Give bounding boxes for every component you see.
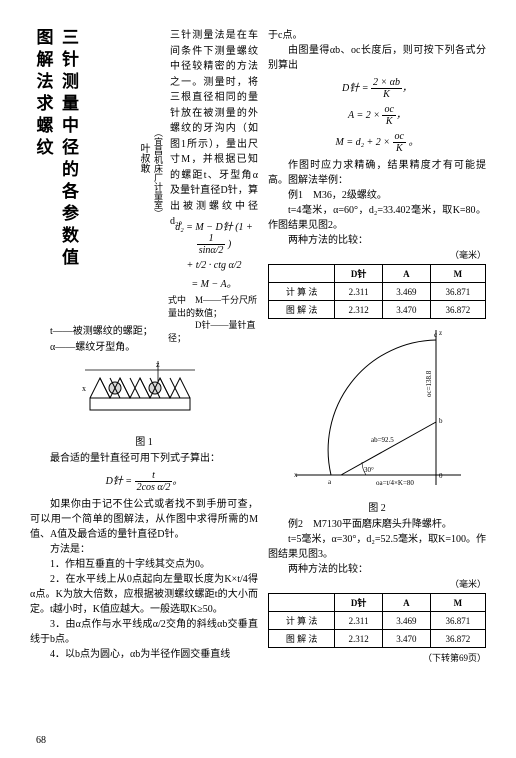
r-top: 于c点。: [268, 28, 486, 43]
fig2-caption: 图 2: [268, 499, 486, 514]
step2: 2．在水平线上从0点起向左量取长度为K×t/4得α点。K为放大倍数，应根据被测螺…: [30, 572, 258, 617]
r-comp: 两种方法的比较：: [268, 233, 486, 248]
svg-text:0: 0: [439, 472, 443, 480]
formula-d2: d₂ = M − D针 (1 + 1sinα/2 ): [168, 218, 260, 256]
svg-text:z: z: [439, 329, 442, 337]
page-number: 68: [36, 735, 46, 746]
intro-text: 三针测量法是在车间条件下测量螺纹中径较精密的方法之一。测量时，将三根直径相同的量…: [170, 28, 258, 230]
fig1-caption: 图 1: [30, 433, 258, 448]
best-pin: 最合适的量针直径可用下列式子算出：: [30, 451, 258, 466]
para-if: 如果你由于记不住公式或者找不到手册可查，可以用一个简单的图解法，从作图中求得所需…: [30, 497, 258, 542]
figure-2: c a 0 b ab=92.5 oc=138.8 30° oa=t/4×K=80…: [286, 325, 468, 493]
svg-text:oa=t/4×K=80: oa=t/4×K=80: [376, 479, 414, 487]
method-head: 方法是：: [30, 542, 258, 557]
unit1: （毫米）: [268, 248, 486, 261]
article-title-block: 图解法求螺纹 三针测量中径的各参数值: [30, 28, 81, 270]
label-t: t——被测螺纹的螺距；: [30, 324, 258, 340]
table-row: 图 解 法2.3123.47036.872: [269, 301, 486, 319]
r-ex2: 例2 M7130平面磨床磨头升降螺杆。: [268, 517, 486, 532]
rf-M: M = d₂ + 2 × οcK 。: [268, 131, 486, 154]
step4: 4．以b点为圆心，αb为半径作圆交垂直线: [30, 647, 258, 662]
svg-text:c: c: [434, 331, 437, 339]
svg-text:ab=92.5: ab=92.5: [371, 436, 394, 444]
table-row: 图 解 法2.3123.47036.872: [269, 630, 486, 648]
step3: 3．由α点作与水平线成α/2交角的斜线αb交垂直线于b点。: [30, 617, 258, 647]
author: 叶叔敢: [136, 143, 151, 173]
label-a: α——螺纹牙型角。: [30, 340, 258, 356]
formula-Dpin: D针 = t2cos α/2。: [30, 470, 258, 493]
figure-1: x z: [80, 358, 200, 418]
svg-text:x: x: [294, 471, 298, 479]
table-1: D针AM 计 算 法2.3113.46936.871 图 解 法2.3123.4…: [268, 264, 486, 319]
svg-text:oc=138.8: oc=138.8: [425, 370, 433, 397]
svg-text:a: a: [328, 478, 332, 486]
table-row: 计 算 法2.3113.46936.871: [269, 612, 486, 630]
subtitle: 图解法求螺纹: [30, 28, 56, 270]
svg-text:30°: 30°: [364, 466, 374, 474]
step1: 1．作相互垂直的十字线其交点为0。: [30, 557, 258, 572]
formula-ma: = M − A。: [168, 275, 260, 290]
r-para1: 由图量得αb、οc长度后，则可按下列各式分别算出: [268, 43, 486, 73]
label-M: 式中 M——千分尺所量出的数值；: [168, 294, 260, 319]
rf-A: A = 2 × οcK，: [268, 104, 486, 127]
table-2: D针AM 计 算 法2.3113.46936.871 图 解 法2.3123.4…: [268, 593, 486, 648]
r-ex1: 例1 M36，2级螺纹。: [268, 188, 486, 203]
table-row: 计 算 法2.3113.46936.871: [269, 283, 486, 301]
svg-text:x: x: [82, 384, 86, 393]
r-comp2: 两种方法的比较：: [268, 562, 486, 577]
main-title: 三针测量中径的各参数值: [56, 28, 82, 270]
continue-note: （下转第69页）: [268, 651, 486, 664]
unit2: （毫米）: [268, 577, 486, 590]
rf-D: D针 = 2 × αbK，: [268, 77, 486, 100]
svg-text:b: b: [439, 417, 443, 425]
r-para2: 作图时应力求精确，结果精度才有可能提高。图解法举例：: [268, 158, 486, 188]
formula-plus: + t/2 · ctg α/2: [168, 260, 260, 271]
r-ex1b: t=4毫米，α=60°，d₂=33.402毫米，取K=80。作图结果见图2。: [268, 203, 486, 233]
author-org: （宜昌机床厂计量室）: [152, 128, 165, 218]
r-ex2b: t=5毫米，α=30°，d₂=52.5毫米，取K=100。作图结果见图3。: [268, 532, 486, 562]
